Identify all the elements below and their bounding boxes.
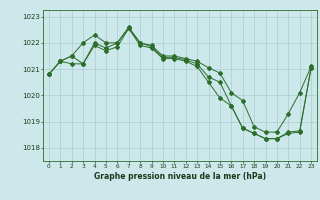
X-axis label: Graphe pression niveau de la mer (hPa): Graphe pression niveau de la mer (hPa) (94, 172, 266, 181)
